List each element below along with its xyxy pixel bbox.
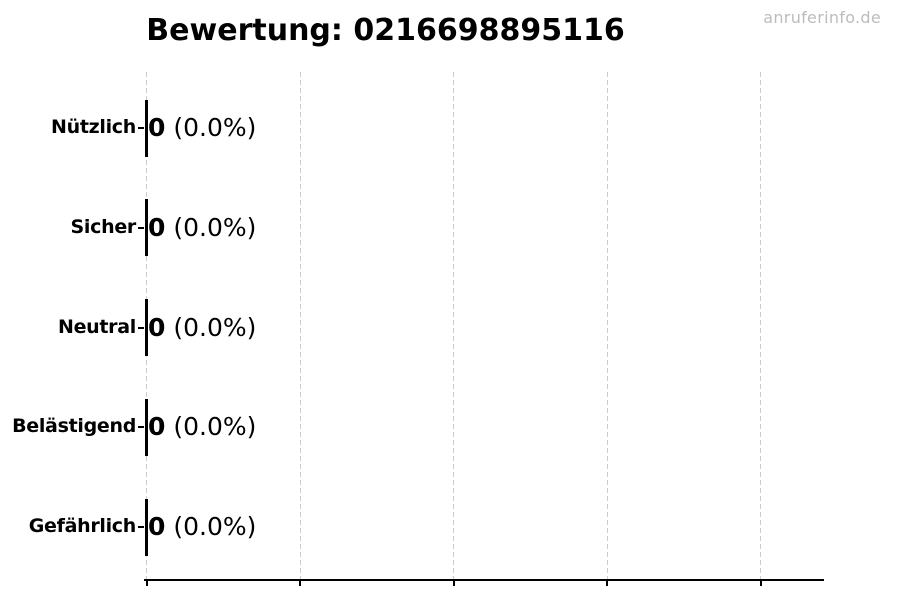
category-label: Neutral	[57, 315, 136, 338]
bar-zero-width	[145, 299, 148, 356]
x-axis-tick	[145, 581, 148, 586]
plot-area: Nützlich 0 (0.0%) Sicher 0 (0.0%) Neutra…	[12, 72, 824, 586]
x-axis-tick	[606, 581, 608, 586]
y-axis-tick	[138, 226, 144, 229]
bar-value-count: 0	[148, 412, 166, 442]
bar-value-count: 0	[148, 312, 166, 342]
bar-zero-width	[145, 99, 148, 157]
bar-value-label: 0 (0.0%)	[148, 412, 256, 441]
category-label: Nützlich	[51, 116, 136, 139]
watermark-text: anruferinfo.de	[763, 8, 881, 27]
y-axis-tick	[138, 426, 144, 429]
vertical-gridline	[453, 72, 454, 579]
vertical-gridline	[606, 72, 608, 579]
bar-value-label: 0 (0.0%)	[148, 312, 256, 341]
category-label: Gefährlich	[28, 515, 137, 538]
y-axis-tick	[138, 526, 144, 528]
bar-value-count: 0	[148, 112, 166, 142]
x-axis-line	[144, 579, 824, 581]
bar-value-percent: (0.0%)	[173, 112, 257, 142]
bar-value-percent: (0.0%)	[173, 312, 257, 342]
bar-value-percent: (0.0%)	[173, 511, 257, 541]
vertical-gridline	[299, 72, 301, 579]
bar-value-percent: (0.0%)	[173, 412, 257, 442]
x-axis-tick	[452, 581, 455, 586]
bar-value-label: 0 (0.0%)	[148, 213, 256, 242]
bar-zero-width	[145, 398, 148, 456]
chart-title: Bewertung: 0216698895116	[146, 13, 625, 48]
bar-value-label: 0 (0.0%)	[148, 113, 256, 142]
bar-zero-width	[145, 498, 148, 556]
category-label: Sicher	[70, 215, 137, 238]
bar-value-count: 0	[148, 212, 166, 242]
bar-value-count: 0	[148, 511, 166, 541]
bar-value-percent: (0.0%)	[173, 212, 257, 242]
y-axis-tick	[138, 127, 144, 129]
x-axis-tick	[759, 581, 762, 586]
x-axis-tick	[299, 581, 301, 586]
vertical-gridline	[760, 72, 761, 579]
category-label: Belästigend	[12, 415, 136, 438]
y-axis-tick	[138, 326, 144, 329]
bar-zero-width	[145, 199, 148, 257]
bar-value-label: 0 (0.0%)	[148, 512, 256, 541]
